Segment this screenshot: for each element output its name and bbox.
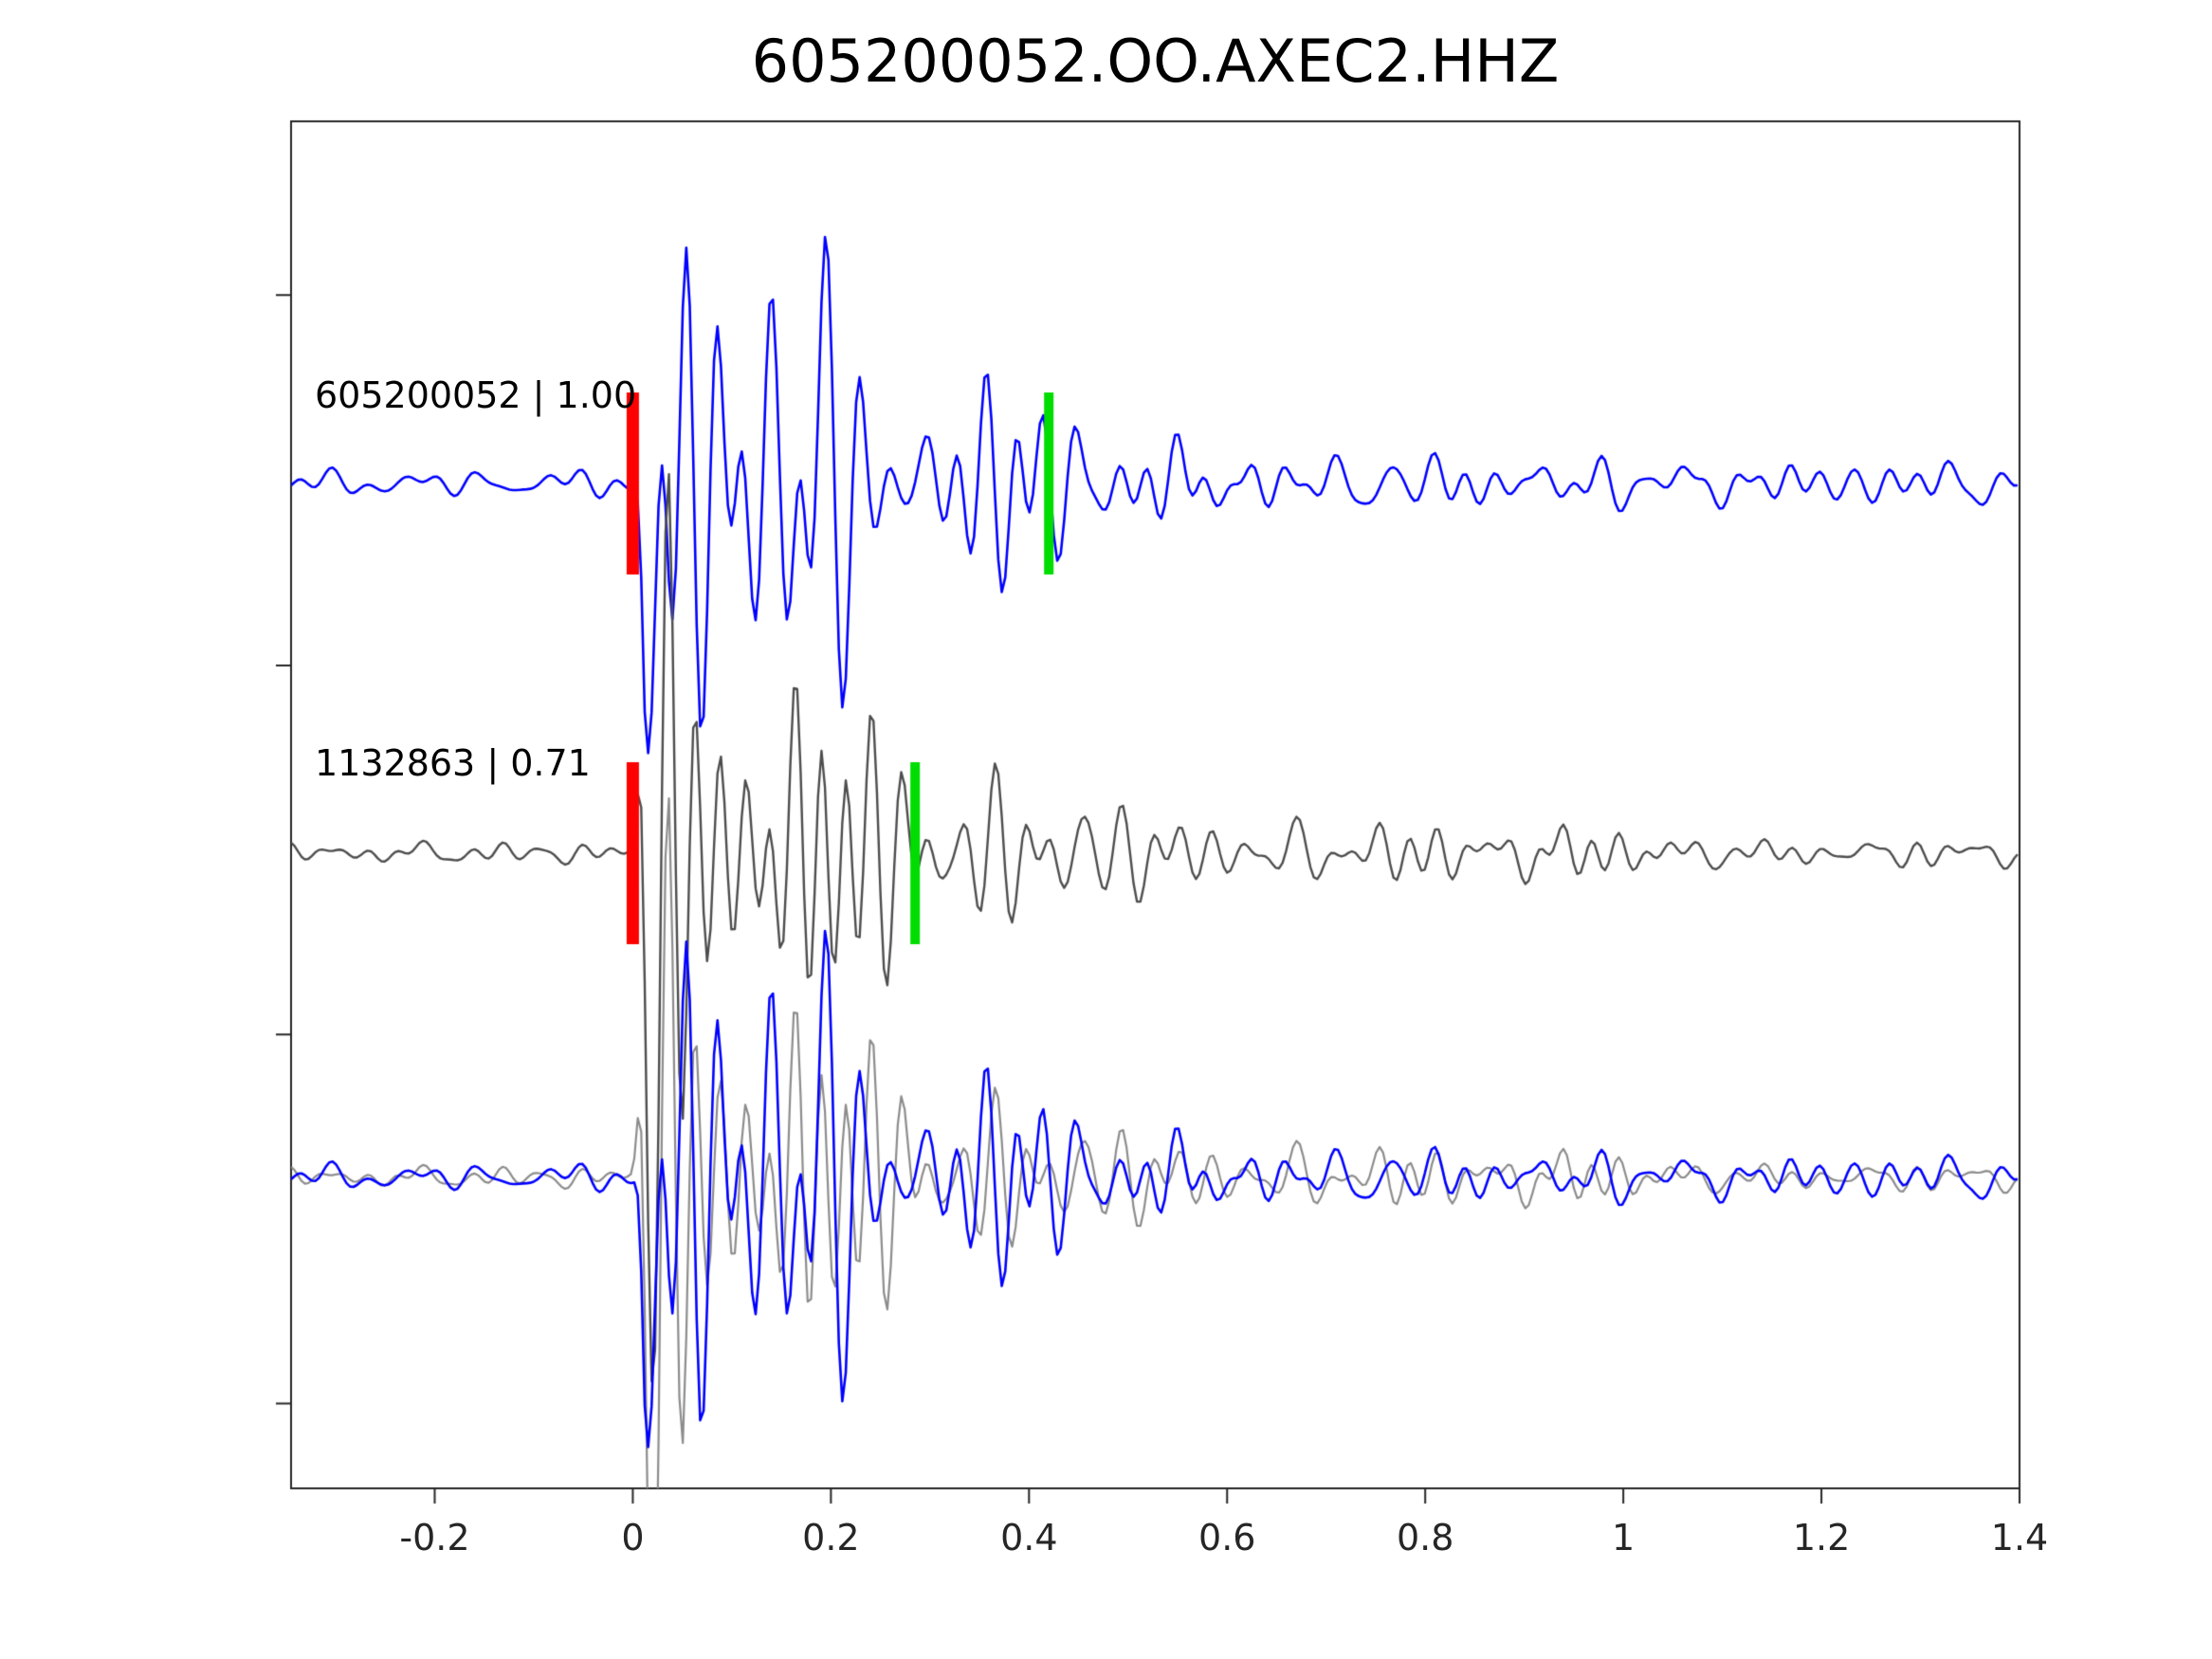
x-tick-label: -0.2 (399, 1517, 470, 1559)
x-tick-label: 0.8 (1396, 1517, 1454, 1559)
x-tick-label: 1.4 (1990, 1517, 2049, 1559)
chart-title: 605200052.OO.AXEC2.HHZ (751, 27, 1560, 96)
x-tick-label: 0.6 (1198, 1517, 1256, 1559)
x-tick-label: 1.2 (1792, 1517, 1851, 1559)
x-tick-label: 0.2 (802, 1517, 860, 1559)
trace-label-1132863: 1132863 | 0.71 (315, 742, 591, 784)
x-tick-label: 0 (621, 1517, 645, 1559)
x-tick-label: 1 (1612, 1517, 1636, 1559)
trace-label-605200052: 605200052 | 1.00 (315, 374, 637, 416)
x-tick-label: 0.4 (1000, 1517, 1058, 1559)
